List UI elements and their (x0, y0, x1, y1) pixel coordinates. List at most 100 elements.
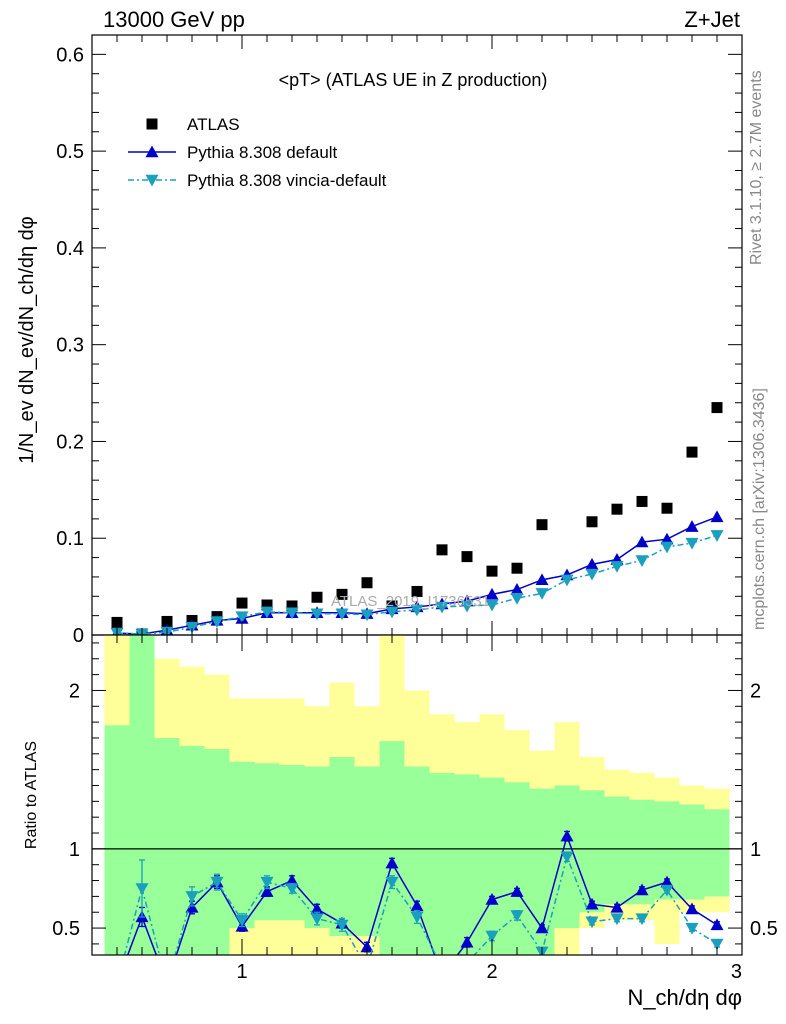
pythia-vincia-ratio-point (185, 891, 199, 903)
pythia-vincia-point (385, 606, 399, 619)
watermark: ATLAS_2019_I1736531 (331, 593, 490, 610)
pythia-default-ratio-point (460, 935, 474, 948)
ratio-panel: 0.5 0.5 1 1 2 2 1 2 3 Ratio to ATLAS N_ch/dη dφ (23, 634, 778, 1010)
pythia-default-ratio-point (535, 921, 549, 934)
main-panel: 00.10.20.30.40.50.6 ATLAS_2019_I1736531 … (16, 34, 743, 647)
pythia-vincia-ratio-point (260, 876, 274, 889)
pythia-vincia-point (210, 616, 224, 628)
pythia-vincia-ratio-point (235, 914, 249, 927)
legend: ATLAS Pythia 8.308 default Pythia 8.308 vi… (128, 115, 387, 190)
pythia-vincia-point (460, 600, 474, 613)
pythia-default-ratio-point (436, 969, 449, 981)
pythia-vincia-point (535, 588, 549, 600)
x-tick-label: 3 (731, 961, 742, 983)
uncertainty-band-inner (304, 766, 330, 929)
legend-label-pythia-vincia: Pythia 8.308 vincia-default (187, 171, 387, 190)
uncertainty-band-inner (479, 777, 505, 955)
pythia-vincia-ratio-point (510, 910, 524, 922)
y-tick-label: 0.6 (56, 44, 84, 66)
pythia-default-point (635, 535, 649, 548)
uncertainty-band-inner (354, 766, 380, 936)
pythia-default-point (660, 532, 674, 545)
pythia-default-ratio-point (485, 893, 499, 905)
y-tick-label: 0.4 (56, 238, 84, 260)
atlas-point (161, 615, 173, 627)
pythia-vincia-point (260, 606, 274, 619)
rivet-info-label: Rivet 3.1.10, ≥ 2.7M events (748, 70, 765, 265)
uncertainty-band-inner (154, 737, 180, 955)
uncertainty-band-inner (104, 725, 130, 955)
pythia-vincia-point (635, 555, 649, 567)
uncertainty-band-inner (329, 756, 355, 936)
pythia-default-ratio-point (610, 900, 624, 913)
pythia-default-ratio-point (410, 899, 424, 912)
atlas-point (361, 577, 373, 589)
pythia-default-ratio-point (285, 874, 299, 886)
pythia-default-ratio-point (635, 883, 649, 896)
mcplots-label: mcplots.cern.ch [arXiv:1306.3436] (751, 388, 768, 630)
legend-label-pythia-default: Pythia 8.308 default (187, 143, 338, 162)
pythia-default-ratio-point (260, 885, 274, 897)
pythia-vincia-point (710, 530, 724, 542)
uncertainty-band-inner (229, 761, 255, 929)
atlas-point (486, 565, 498, 577)
ratio-y-tick-label-right: 0.5 (750, 918, 778, 940)
atlas-point (661, 502, 673, 514)
pythia-vincia-point (510, 593, 524, 605)
ratio-y-tick-label-right: 1 (750, 839, 761, 861)
pythia-vincia-ratio-point (710, 938, 724, 951)
pythia-vincia-ratio-point (135, 883, 149, 895)
pythia-vincia-ratio-point (685, 922, 699, 935)
pythia-vincia-ratio-point (210, 876, 224, 889)
atlas-point (311, 591, 323, 603)
pythia-vincia-point (485, 599, 499, 612)
atlas-point (111, 616, 123, 628)
pythia-vincia-line (116, 534, 718, 635)
pythia-vincia-ratio-point (560, 851, 574, 864)
uncertainty-band-inner (279, 764, 305, 921)
atlas-point (686, 446, 698, 458)
ratio-y-tick-label-right: 2 (750, 680, 761, 702)
pythia-default-line (116, 516, 718, 635)
pythia-vincia-point (335, 608, 349, 621)
ratio-y-tick-label: 1 (69, 839, 80, 861)
legend-marker-pythia-vincia (145, 174, 159, 187)
x-tick-label: 2 (486, 961, 497, 983)
uncertainty-band-inner (679, 804, 705, 900)
main-y-axis-label: 1/N_ev dN_ev/dN_ch/dη dφ (16, 216, 38, 464)
atlas-point (411, 585, 423, 597)
y-tick-label: 0.2 (56, 431, 84, 453)
pythia-default-ratio-point (360, 940, 374, 953)
pythia-default-ratio-point (585, 897, 599, 910)
x-tick-label: 1 (236, 961, 247, 983)
atlas-point (586, 516, 598, 528)
atlas-point (236, 597, 248, 609)
atlas-point (461, 551, 473, 563)
pythia-vincia-point (435, 601, 449, 614)
pythia-vincia-ratio-point (385, 876, 399, 889)
ratio-y-tick-label: 2 (69, 680, 80, 702)
y-tick-label: 0.1 (56, 528, 84, 550)
pythia-vincia-ratio-point (610, 913, 624, 926)
y-tick-label: 0.5 (56, 141, 84, 163)
atlas-point (511, 562, 523, 574)
pythia-vincia-ratio-point (361, 962, 374, 974)
pythia-vincia-ratio-point (285, 883, 299, 895)
uncertainty-band-inner (604, 796, 630, 905)
pythia-vincia-ratio-point (310, 913, 324, 926)
pythia-vincia-ratio-point (461, 958, 474, 970)
atlas-point (711, 402, 723, 414)
atlas-point (611, 503, 623, 515)
legend-label-atlas: ATLAS (187, 115, 240, 134)
pythia-default-ratio-point (310, 902, 324, 915)
uncertainty-band-inner (504, 782, 530, 955)
pythia-vincia-ratio-point (585, 916, 599, 929)
pythia-vincia-point (235, 611, 249, 624)
ratio-y-axis-label: Ratio to ATLAS (23, 741, 40, 849)
pythia-default-point (710, 510, 724, 523)
pythia-default-point (685, 520, 699, 532)
atlas-point (436, 544, 448, 556)
pythia-vincia-ratio-point (485, 930, 499, 943)
pythia-vincia-point (660, 541, 674, 554)
